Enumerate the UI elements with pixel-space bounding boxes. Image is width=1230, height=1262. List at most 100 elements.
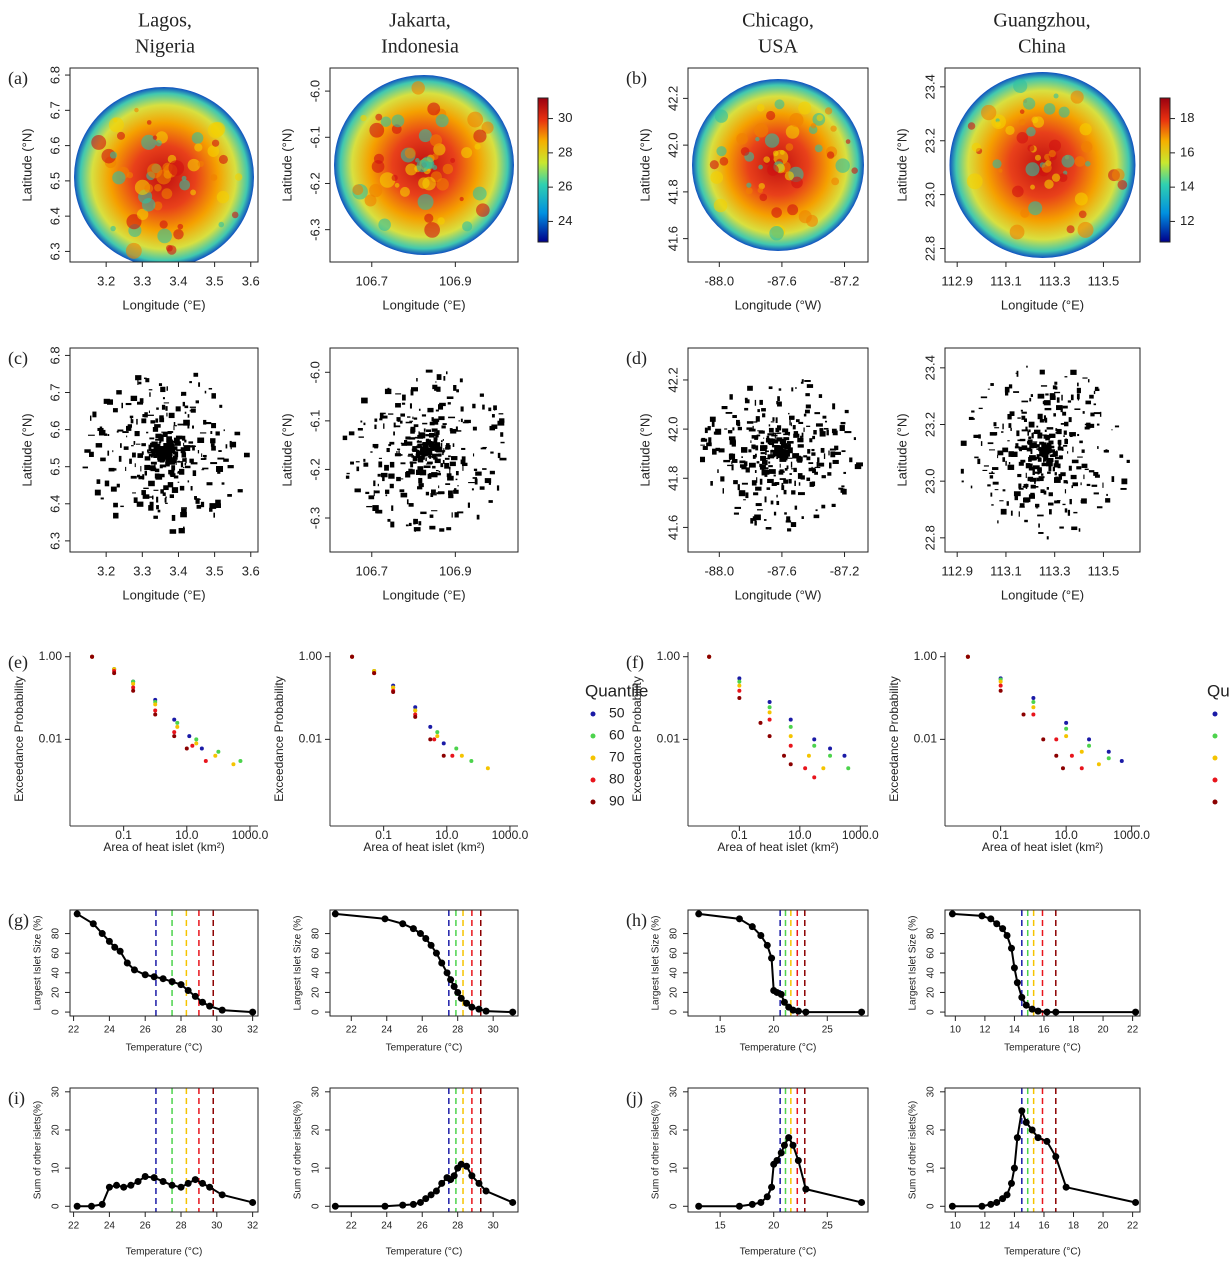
islet [422,422,428,425]
y-tick-label: 80 [669,928,680,940]
islet [1052,466,1055,472]
islet [787,447,793,454]
islet [746,427,753,430]
islet [798,421,804,425]
islet [1067,509,1071,516]
heat-texture [181,175,187,181]
islet [1055,428,1058,432]
islet [489,425,495,431]
point [168,1181,176,1189]
frame [944,1087,1141,1213]
islet [427,473,432,479]
x-tick-label: 24 [104,1221,116,1232]
islet [752,425,754,430]
islet [754,520,757,526]
islet [828,450,830,456]
x-tick-label: 0.1 [992,828,1009,842]
point [194,737,199,742]
x-tick-label: 26 [140,1025,152,1036]
islet [1084,468,1089,471]
islet [202,467,209,470]
point [821,766,826,771]
y-tick-label: -6.2 [307,458,322,480]
islet [1037,458,1042,462]
islet [361,397,368,404]
point [788,724,793,729]
point [802,1008,810,1016]
islet [1046,442,1052,447]
islet [133,497,138,503]
heat-texture [424,213,434,223]
islet [1014,495,1019,501]
islet [372,505,379,511]
frame [69,347,259,553]
islet [410,428,415,434]
islet [448,455,451,458]
islet [396,450,398,455]
islet [449,461,456,467]
islet [728,436,736,441]
islet [162,492,166,496]
islet [775,417,778,424]
point [150,1174,158,1182]
y-tick-label: 42.0 [665,416,680,441]
islet [189,409,191,412]
y-tick-label: -6.1 [307,410,322,432]
heat-texture [179,179,191,191]
islet [1019,438,1026,442]
islet [1032,441,1038,443]
islet [1011,451,1018,457]
x-tick-label: 3.4 [169,563,187,578]
point [1069,753,1074,758]
heat-texture [427,102,441,116]
islet [160,447,165,452]
y-tick-label: 1.00 [914,649,938,663]
frame [69,909,259,1017]
islet [480,447,487,450]
heat-texture [1048,139,1062,152]
heat-texture [231,211,239,219]
heat-texture [360,114,367,122]
frame [687,1087,869,1213]
islet [436,374,442,380]
heat-texture [851,167,858,174]
islet [99,426,103,429]
point [789,1141,797,1149]
islet [113,502,118,508]
point [177,981,185,989]
islet [1049,433,1056,438]
point [758,720,763,725]
islet [1059,526,1064,529]
islet [123,446,129,450]
islet [1043,490,1047,495]
line [952,912,1136,1014]
panel-label: (d) [626,348,647,369]
point [213,753,218,758]
islet [849,457,853,463]
point [450,753,455,758]
point [432,1187,440,1195]
islet [400,492,408,498]
islet [751,444,756,449]
islet [760,455,766,461]
islet [143,377,147,380]
islet [131,445,134,447]
point [1087,737,1092,742]
islet [225,444,228,449]
islet [416,440,422,443]
islet [753,492,759,496]
heat-texture [378,218,391,231]
heat-texture [716,146,727,157]
islet [455,478,458,481]
islet [702,446,708,450]
islet [363,458,366,462]
islet [132,492,137,494]
islet [1025,426,1028,431]
frame [944,347,1141,553]
x-axis-label: Area of heat islet (km²) [363,840,484,854]
islet [781,482,784,488]
islet [750,518,754,524]
islet [1056,405,1063,411]
islet [823,453,826,459]
